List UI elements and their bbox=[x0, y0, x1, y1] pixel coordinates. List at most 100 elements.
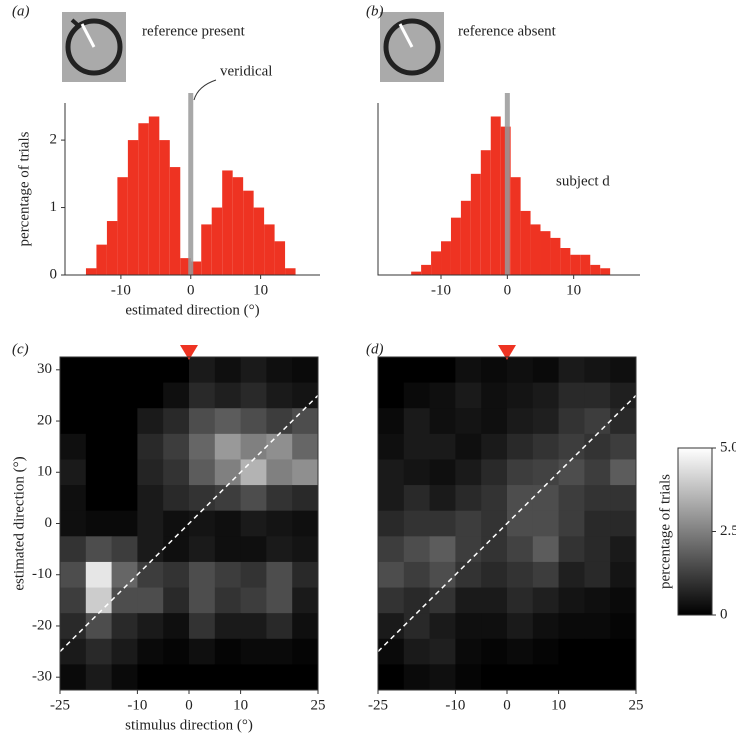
heatmap-cell bbox=[266, 433, 293, 460]
heatmap-cell bbox=[455, 357, 482, 384]
heatmap-cell bbox=[532, 561, 560, 589]
y-tick-label: 30 bbox=[37, 361, 52, 377]
heatmap-cell bbox=[266, 638, 293, 665]
bar bbox=[232, 177, 244, 275]
heatmap-cell bbox=[610, 664, 637, 691]
heatmap-cell bbox=[111, 638, 138, 665]
heatmap-cell bbox=[584, 587, 611, 614]
heatmap-cell bbox=[214, 561, 242, 589]
heatmap-cell bbox=[610, 536, 637, 563]
heatmap-cell bbox=[266, 664, 293, 691]
heatmap-cell bbox=[214, 485, 242, 512]
reference-marker bbox=[498, 345, 516, 360]
heatmap-cell bbox=[163, 382, 190, 409]
heatmap-cell bbox=[137, 638, 164, 665]
heatmap-cell bbox=[214, 536, 242, 563]
heatmap-cell bbox=[266, 357, 293, 384]
y-axis-label: percentage of trials bbox=[16, 131, 32, 246]
colorbar-tick-label: 2.5 bbox=[720, 523, 736, 539]
heatmap-cell bbox=[60, 459, 87, 486]
heatmap-cell bbox=[403, 536, 431, 563]
heatmap-cell bbox=[111, 408, 138, 435]
heatmap-cell bbox=[403, 357, 431, 384]
heatmap-cell bbox=[378, 638, 405, 665]
heatmap-cell bbox=[429, 382, 456, 409]
panel-label: (a) bbox=[12, 3, 30, 19]
heatmap-cell bbox=[532, 485, 560, 512]
heatmap-cell bbox=[85, 664, 113, 691]
x-tick-label: 0 bbox=[187, 282, 195, 298]
heatmap-cell bbox=[481, 357, 508, 384]
x-tick-label: -25 bbox=[50, 697, 70, 713]
heatmap-cell bbox=[481, 485, 508, 512]
x-tick-label: 10 bbox=[233, 697, 248, 713]
heatmap-cell bbox=[378, 613, 405, 640]
heatmap-cell bbox=[292, 433, 319, 460]
heatmap-cell bbox=[403, 485, 431, 512]
heatmap-cell bbox=[292, 664, 319, 691]
heatmap-cell bbox=[507, 613, 534, 640]
bar bbox=[190, 261, 202, 275]
heatmap-cell bbox=[214, 382, 242, 409]
heatmap-cell bbox=[266, 382, 293, 409]
bar bbox=[264, 224, 275, 275]
bar bbox=[180, 258, 191, 275]
heatmap-cell bbox=[240, 459, 267, 486]
bar bbox=[540, 231, 551, 275]
heatmap-cell bbox=[455, 459, 482, 486]
heatmap-cell bbox=[85, 613, 113, 640]
heatmap-cell bbox=[403, 664, 431, 691]
bar bbox=[580, 254, 591, 275]
heatmap-cell bbox=[481, 510, 508, 537]
heatmap-cell bbox=[163, 613, 190, 640]
heatmap-cell bbox=[189, 408, 216, 435]
heatmap-cell bbox=[429, 459, 456, 486]
heatmap-cell bbox=[189, 485, 216, 512]
heatmap-cell bbox=[85, 561, 113, 589]
heatmap-cell bbox=[481, 587, 508, 614]
heatmap-cell bbox=[266, 510, 293, 537]
x-tick-label: -10 bbox=[127, 697, 147, 713]
heatmap-cell bbox=[111, 613, 138, 640]
heatmap-cell bbox=[60, 536, 87, 563]
heatmap-cell bbox=[60, 510, 87, 537]
heatmap-cell bbox=[610, 638, 637, 665]
heatmap-cell bbox=[584, 561, 611, 589]
heatmap-cell bbox=[532, 536, 560, 563]
heatmap-cell bbox=[111, 561, 138, 589]
heatmap-cell bbox=[214, 459, 242, 486]
x-tick-label: 10 bbox=[253, 282, 268, 298]
heatmap-cell bbox=[266, 561, 293, 589]
heatmap-cell bbox=[429, 357, 456, 384]
heatmap-cell bbox=[584, 613, 611, 640]
heatmap-cell bbox=[85, 459, 113, 486]
heatmap-cell bbox=[455, 433, 482, 460]
heatmap-cell bbox=[240, 510, 267, 537]
bar bbox=[450, 217, 461, 275]
heatmap-cell bbox=[378, 510, 405, 537]
heatmap-cell bbox=[163, 664, 190, 691]
heatmap-cell bbox=[85, 485, 113, 512]
bar bbox=[600, 268, 611, 275]
heatmap-cell bbox=[292, 536, 319, 563]
x-tick-label: 10 bbox=[551, 697, 566, 713]
heatmap-cell bbox=[429, 536, 456, 563]
bar bbox=[201, 224, 212, 275]
heatmap-cell bbox=[214, 510, 242, 537]
heatmap-cell bbox=[189, 664, 216, 691]
heatmap-cell bbox=[85, 587, 113, 614]
heatmap-cell bbox=[214, 613, 242, 640]
heatmap-cell bbox=[111, 587, 138, 614]
colorbar-tick-label: 5.0 bbox=[720, 439, 736, 455]
heatmap-cell bbox=[214, 433, 242, 460]
x-tick-label: -10 bbox=[445, 697, 465, 713]
heatmap-cell bbox=[610, 433, 637, 460]
heatmap-cell bbox=[532, 433, 560, 460]
heatmap-cell bbox=[378, 485, 405, 512]
heatmap-cell bbox=[403, 433, 431, 460]
heatmap-cell bbox=[266, 408, 293, 435]
heatmap-cell bbox=[584, 382, 611, 409]
heatmap-cell bbox=[189, 536, 216, 563]
x-axis-label: stimulus direction (°) bbox=[125, 717, 253, 733]
heatmap-cell bbox=[532, 613, 560, 640]
